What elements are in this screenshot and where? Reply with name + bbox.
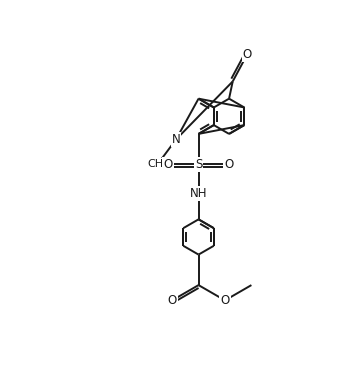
Text: S: S	[195, 158, 202, 171]
Text: O: O	[220, 294, 230, 307]
Text: O: O	[242, 48, 252, 61]
Text: CH₃: CH₃	[148, 159, 168, 169]
Text: O: O	[167, 294, 177, 307]
Text: O: O	[164, 158, 173, 171]
Text: NH: NH	[190, 187, 207, 200]
Text: O: O	[224, 158, 234, 171]
Text: N: N	[172, 133, 181, 146]
